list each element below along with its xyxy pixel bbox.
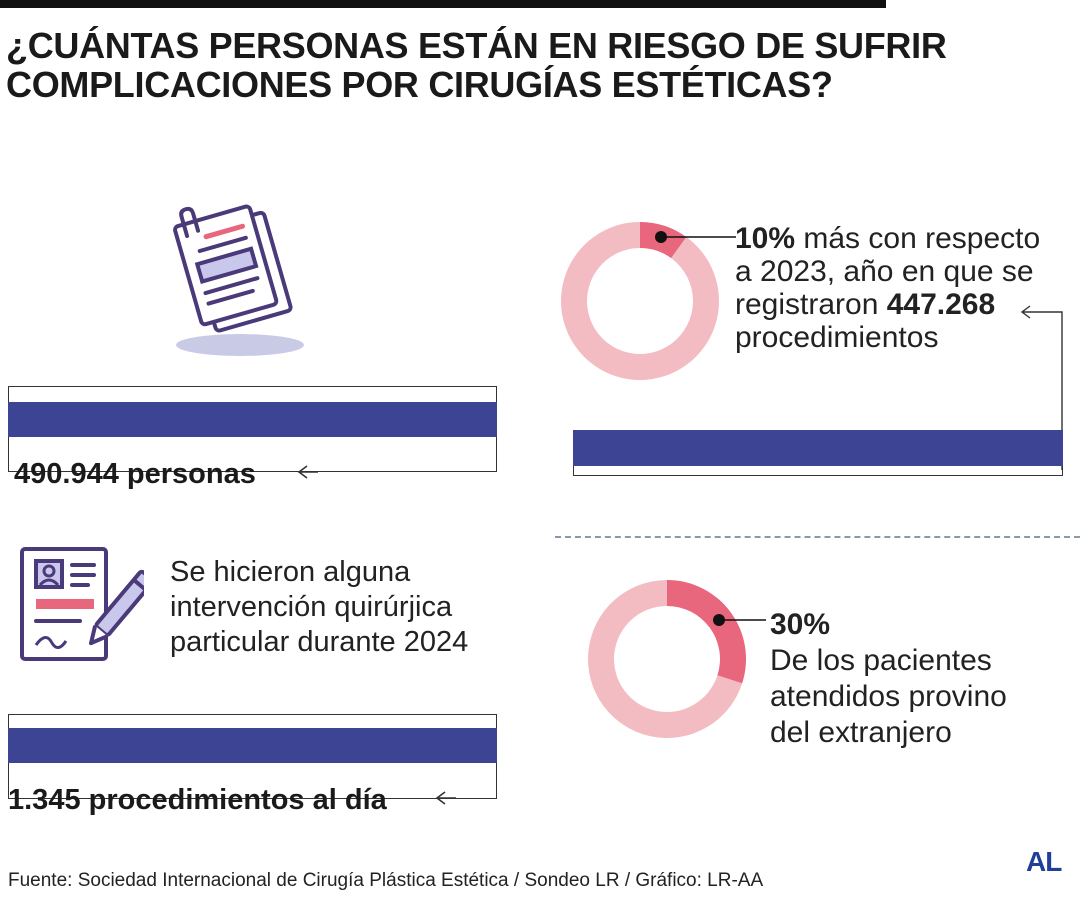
intervention-line-2: intervención quirúrjica xyxy=(170,591,453,623)
intervention-line-1: Se hicieron alguna xyxy=(170,556,411,588)
arrow-left-icon xyxy=(297,465,318,479)
donut-slice-rest xyxy=(588,580,743,738)
intervention-line-3: particular durante 2024 xyxy=(170,626,469,658)
growth-line-2: a 2023, año en que se xyxy=(735,255,1034,288)
section-divider xyxy=(555,536,1080,538)
growth-line-1: 10% más con respecto xyxy=(735,222,1040,255)
foreign-line-2: atendidos provino xyxy=(770,680,1007,713)
callout-line-foreign xyxy=(713,614,766,626)
source-note: Fuente: Sociedad Internacional de Cirugí… xyxy=(8,870,764,891)
connector-arrow-icon xyxy=(1020,305,1063,470)
growth-text: 10% más con respecto a 2023, año en que … xyxy=(735,222,1040,354)
growth-line-1-rest: más con respecto xyxy=(795,222,1041,255)
growth-bar xyxy=(573,430,1063,466)
growth-value: 10% xyxy=(735,222,796,255)
title-line-2: COMPLICACIONES POR CIRUGÍAS ESTÉTICAS? xyxy=(6,64,833,105)
growth-line-3: registraron 447.268 xyxy=(735,288,1040,321)
donut-slice-highlight xyxy=(667,580,746,684)
procedures-2023-value: 447.268 xyxy=(886,288,996,321)
per-day-bar xyxy=(8,728,497,763)
arrow-left-icon xyxy=(435,791,456,805)
growth-line-4: procedimientos xyxy=(735,321,939,354)
callout-line-growth xyxy=(655,231,736,243)
top-rule xyxy=(0,0,886,8)
intervention-text: Se hicieron alguna intervención quirúrji… xyxy=(170,555,468,660)
donut-slice-rest xyxy=(561,222,719,380)
growth-line-3-pre: registraron xyxy=(735,288,887,321)
per-day-count: 1.345 procedimientos al día xyxy=(8,784,387,816)
foreign-line-1: De los pacientes xyxy=(770,644,992,677)
foreign-value: 30% xyxy=(770,608,831,641)
foreign-line-3: del extranjero xyxy=(770,716,952,749)
title-line-1: ¿CUÁNTAS PERSONAS ESTÁN EN RIESGO DE SUF… xyxy=(6,25,947,66)
documents-icon xyxy=(173,204,304,356)
foreign-text: 30% De los pacientes atendidos provino d… xyxy=(770,607,1007,751)
brand-logo: AL xyxy=(1026,846,1062,877)
people-count: 490.944 personas xyxy=(14,458,256,490)
people-bar xyxy=(8,402,497,437)
form-signature-icon xyxy=(20,547,144,661)
page-title: ¿CUÁNTAS PERSONAS ESTÁN EN RIESGO DE SUF… xyxy=(6,26,1006,104)
donut-chart-foreign xyxy=(588,580,746,738)
